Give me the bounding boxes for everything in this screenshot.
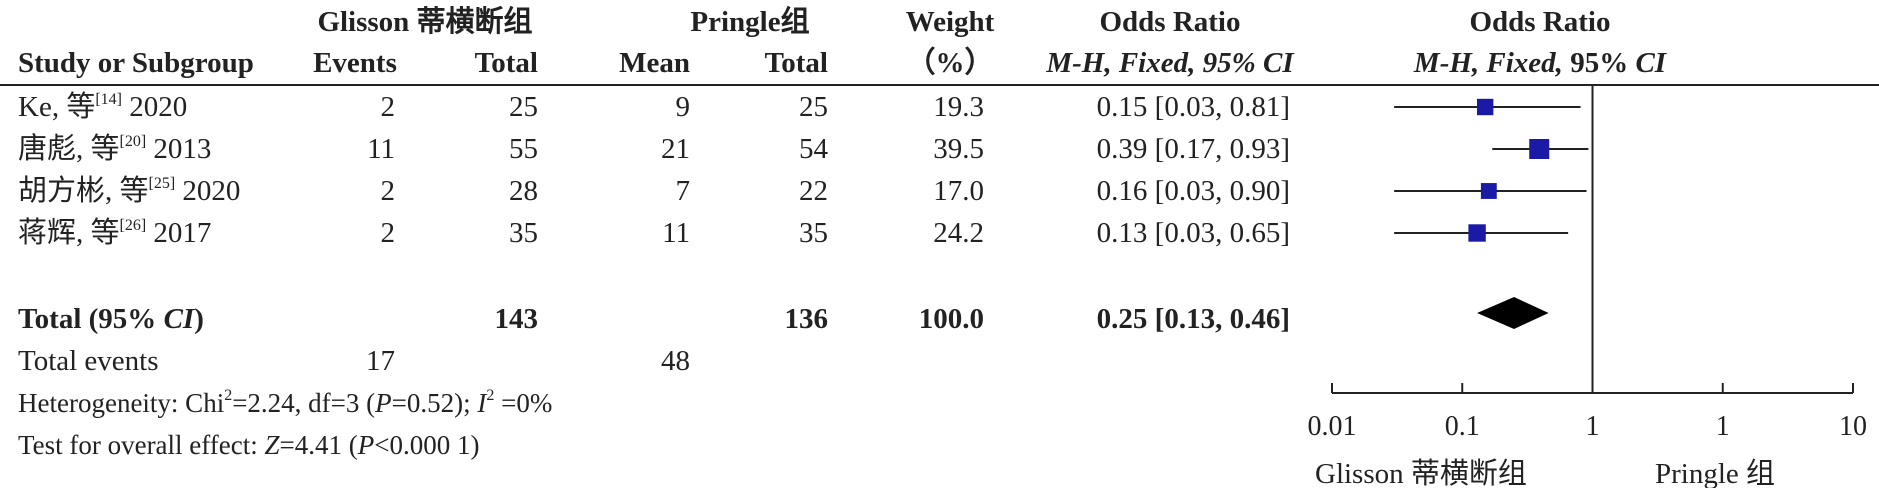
or-plot-method-ci: CI [1635,47,1667,79]
study-label: Ke, 等[14] 2020 [18,91,188,123]
total-events-group2: 48 [661,345,690,377]
total2-column-header: Total [764,47,828,79]
study-mean: 11 [662,217,690,249]
study-weight: 19.3 [933,91,984,123]
pooled-estimate-diamond [1477,297,1549,329]
study-total1: 28 [509,175,538,207]
x-axis-tick-label: 10 [1839,411,1867,442]
favours-right-label: Pringle 组 [1655,457,1775,488]
weight-header: Weight [905,6,995,38]
study-or: 0.13 [0.03, 0.65] [1096,217,1290,249]
x-axis-tick-label: 0.01 [1308,411,1357,442]
total-events-label: Total events [18,345,159,377]
het-i: I [477,388,487,418]
study-label: 唐彪, 等[20] 2013 [18,133,212,165]
study-total2: 22 [799,175,828,207]
study-column-header: Study or Subgroup [18,47,254,79]
weight-unit-header: （%） [906,47,994,79]
total-events-group1: 17 [366,345,395,377]
study-point-estimate [1529,139,1550,159]
or-plot-method-italic: M-H, Fixed, [1413,47,1563,79]
study-point-estimate [1468,224,1486,242]
total-label: Total (95% CI) [18,305,204,334]
study-author: 蒋辉, 等 [18,217,120,249]
study-ref: [25] [148,175,176,192]
study-events: 11 [367,133,395,165]
study-weight: 24.2 [933,217,984,249]
study-year: 2020 [182,175,241,207]
total-label-post: ) [194,303,204,335]
x-axis-tick-label: 1 [1586,411,1600,442]
or-plot-header: Odds Ratio [1469,6,1611,38]
het-i-val: =0% [494,388,553,418]
or-table-header: Odds Ratio [1099,6,1241,38]
favours-left-label: Glisson 蒂横断组 [1315,457,1527,488]
study-events: 2 [380,91,396,123]
het-mid: =2.24, df=3 ( [232,388,376,418]
study-ref: [26] [119,217,147,234]
study-total1: 35 [509,217,538,249]
study-events: 2 [380,217,396,249]
oe-p-val: <0.000 1) [374,430,480,460]
study-events: 2 [380,175,396,207]
study-or: 0.15 [0.03, 0.81] [1096,91,1290,123]
study-weight: 17.0 [933,175,984,207]
header-rule [0,84,1879,86]
oe-z-val: =4.41 ( [279,430,358,460]
study-mean: 21 [661,133,690,165]
het-p-val: =0.52); [391,388,478,418]
study-author: 胡方彬, 等 [18,175,149,207]
study-total2: 54 [799,133,828,165]
study-point-estimate [1480,183,1497,199]
x-axis-tick-label: 0.1 [1445,411,1480,442]
study-year: 2020 [129,91,188,123]
study-total2: 35 [799,217,828,249]
study-or: 0.39 [0.17, 0.93] [1096,133,1290,165]
group2-header: Pringle组 [690,6,810,38]
or-plot-method-pct: 95% [1570,47,1629,79]
het-chi-sup: 2 [224,387,233,404]
total-label-pre: Total (95% [18,303,164,335]
study-total1: 55 [509,133,538,165]
het-p: P [375,388,392,418]
events-column-header: Events [313,47,397,79]
study-total1: 25 [509,91,538,123]
study-or: 0.16 [0.03, 0.90] [1096,175,1290,207]
total-label-ci: CI [163,303,195,335]
study-mean: 7 [675,175,691,207]
total1-column-header: Total [474,47,538,79]
study-total2: 25 [799,91,828,123]
het-prefix: Heterogeneity: Chi [18,388,225,418]
study-author: 唐彪, 等 [18,133,120,165]
study-label: 蒋辉, 等[26] 2017 [18,217,212,249]
study-mean: 9 [675,91,691,123]
overall-effect-stats: Test for overall effect: Z=4.41 (P<0.000… [18,432,479,459]
x-axis-tick-label: 1 [1716,411,1730,442]
oe-p: P [357,430,375,460]
total-total2: 136 [784,303,829,335]
mean-column-header: Mean [619,47,690,79]
heterogeneity-stats: Heterogeneity: Chi2=2.24, df=3 (P=0.52);… [18,387,553,418]
or-table-method: M-H, Fixed, 95% CI [1046,47,1294,79]
group1-header: Glisson 蒂横断组 [317,6,533,38]
study-label: 胡方彬, 等[25] 2020 [18,175,241,207]
oe-prefix: Test for overall effect: [18,430,265,460]
study-weight: 39.5 [933,133,984,165]
study-ref: [14] [95,91,122,108]
study-year: 2017 [153,217,212,249]
study-ref: [20] [119,133,147,150]
total-weight: 100.0 [918,303,984,335]
oe-z: Z [264,430,280,460]
total-or: 0.25 [0.13, 0.46] [1096,303,1290,335]
total-total1: 143 [494,303,539,335]
or-plot-method: M-H, Fixed, 95% CI [1370,49,1710,78]
study-point-estimate [1476,98,1494,116]
study-author: Ke, 等 [18,91,96,123]
study-year: 2013 [153,133,212,165]
het-i-sup: 2 [486,387,495,404]
